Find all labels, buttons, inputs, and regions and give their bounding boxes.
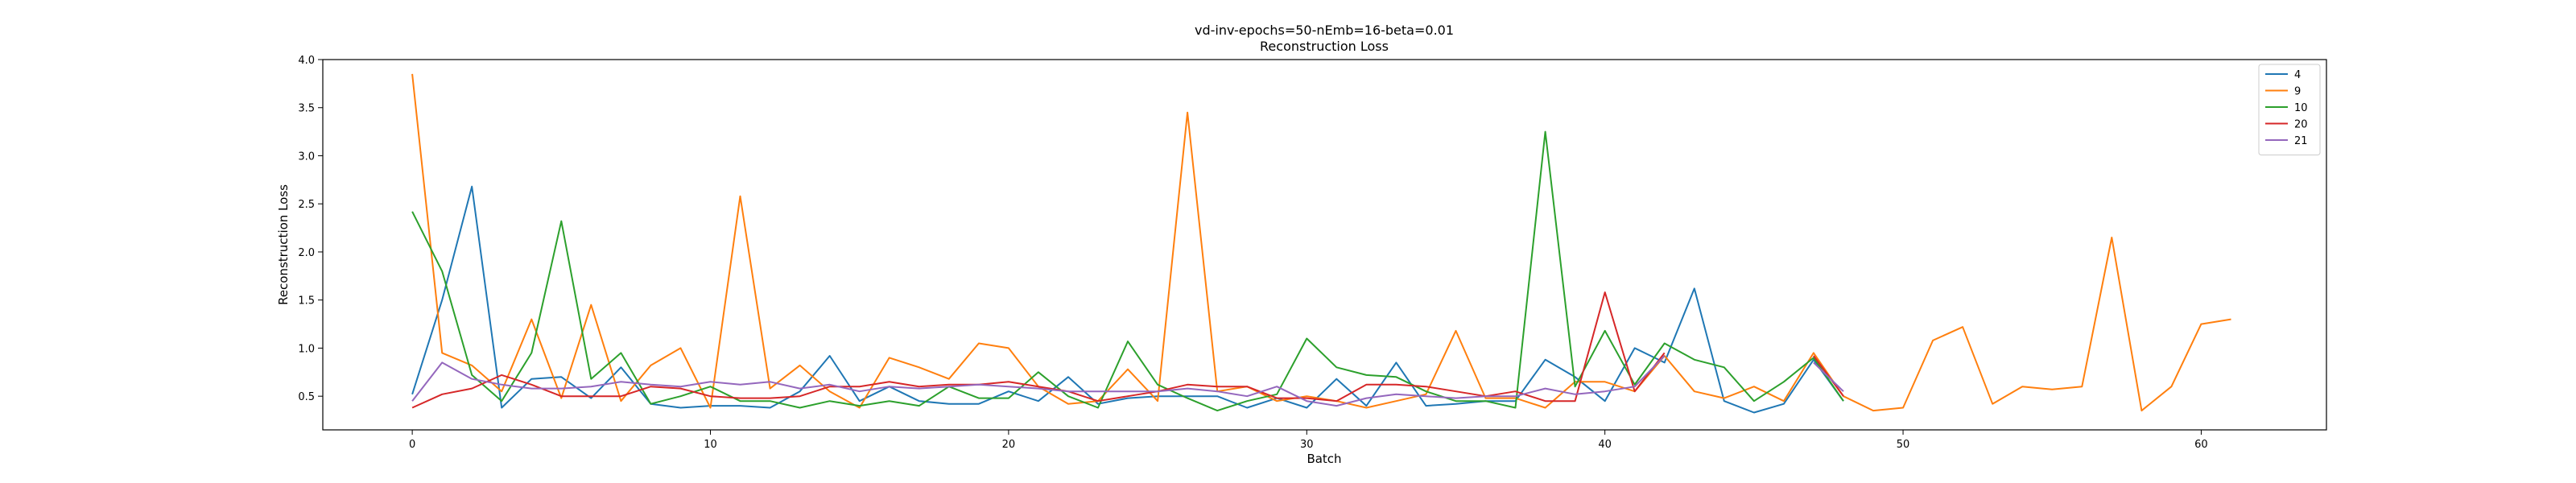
legend-label-10: 10 [2294,102,2308,114]
legend-label-20: 20 [2294,119,2308,131]
y-tick-label: 3.0 [298,151,315,163]
x-tick-label: 60 [2194,439,2208,451]
y-tick-label: 2.0 [298,247,315,259]
y-tick-label: 4.0 [298,55,315,67]
legend-label-4: 4 [2294,69,2301,81]
legend: 4 9 10 20 21 [2258,64,2321,155]
x-tick-label: 20 [1002,439,1016,451]
legend-label-9: 9 [2294,86,2301,98]
x-tick-label: 30 [1300,439,1314,451]
y-tick-label: 3.5 [298,103,315,115]
x-tick-label: 10 [704,439,717,451]
series-line-21 [411,355,1844,407]
x-tick-label: 50 [1897,439,1910,451]
plot-area [411,73,2231,414]
y-tick-label: 2.5 [298,199,315,211]
y-tick-label: 0.5 [298,391,315,403]
series-line-20 [411,291,1844,409]
y-axis-label: Reconstruction Loss [276,184,291,305]
series-line-10 [411,130,1844,412]
x-tick-label: 0 [409,439,415,451]
series-line-4 [411,185,1844,414]
plot-frame [322,59,2327,431]
chart-subtitle: Reconstruction Loss [1260,39,1389,54]
chart-title: vd-inv-epochs=50-nEmb=16-beta=0.01 [1195,23,1454,38]
x-axis-label: Batch [1307,452,1341,466]
series-line-9 [411,73,2231,412]
legend-box [2258,64,2321,155]
x-tick-label: 40 [1598,439,1612,451]
legend-label-21: 21 [2294,135,2308,147]
y-tick-label: 1.5 [298,295,315,308]
y-tick-label: 1.0 [298,343,315,355]
